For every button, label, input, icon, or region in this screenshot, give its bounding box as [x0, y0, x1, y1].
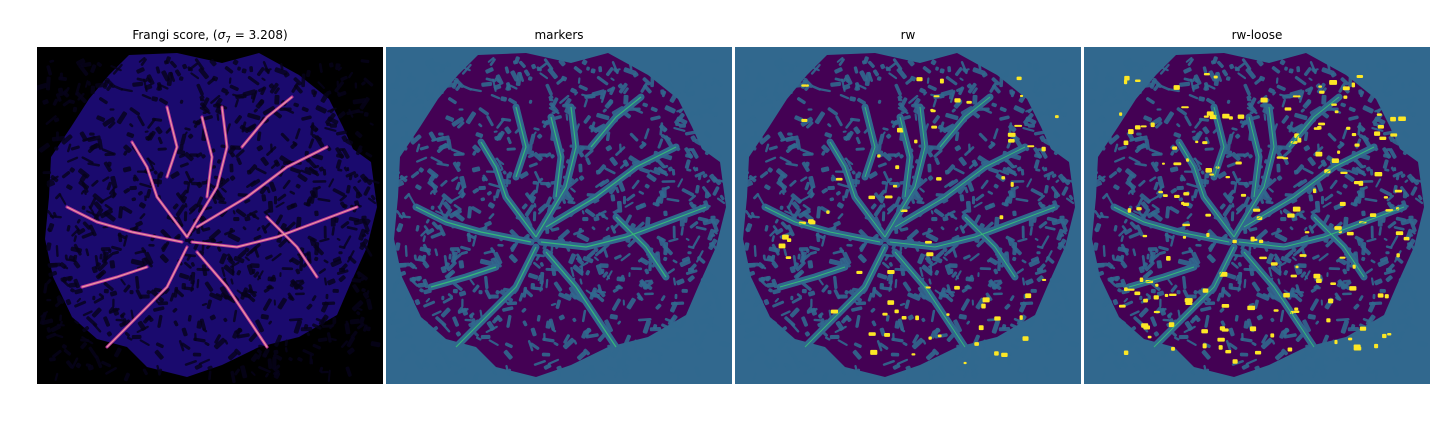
texture-layer: [386, 56, 730, 384]
rw-image-panel: [735, 47, 1081, 384]
panel-title-rw: rw: [900, 28, 916, 42]
rw-image: [735, 47, 1081, 384]
markers-image-panel: [386, 47, 732, 384]
frangi-image-panel: [37, 47, 383, 384]
highlight-layer: [1113, 72, 1410, 364]
texture-layer: [37, 56, 381, 384]
panel-title-frangi: Frangi score, (σ7 = 3.208): [132, 28, 288, 46]
highlight-layer: [415, 96, 707, 348]
markers-image: [386, 47, 732, 384]
highlight-layer: [764, 76, 1059, 365]
panel-title-rw-loose: rw-loose: [1231, 28, 1283, 42]
highlight-layer: [66, 96, 358, 348]
frangi-image: [37, 47, 383, 384]
rw-loose-image: [1084, 47, 1430, 384]
rw-loose-image-panel: [1084, 47, 1430, 384]
panel-title-markers: markers: [534, 28, 584, 42]
